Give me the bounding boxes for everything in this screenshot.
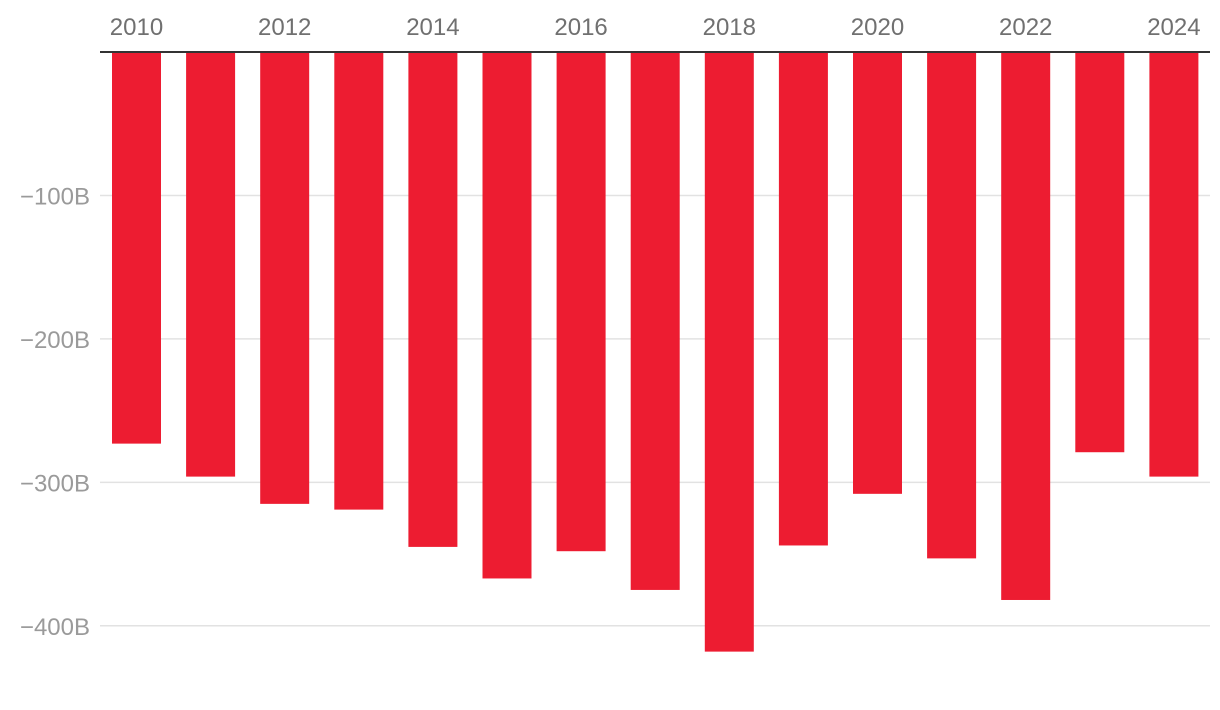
bar-2022: [1001, 52, 1051, 600]
x-tick-label: 2022: [999, 14, 1052, 41]
y-tick-label: −300B: [20, 470, 90, 497]
bar-2021: [927, 52, 977, 559]
bar-2017: [630, 52, 680, 590]
x-tick-label: 2018: [703, 14, 756, 41]
bar-2016: [556, 52, 606, 552]
bar-2015: [482, 52, 532, 579]
bar-2014: [408, 52, 458, 547]
x-tick-label: 2010: [110, 14, 163, 41]
bar-2023: [1075, 52, 1125, 453]
labels-layer: −100B −200B −300B −400B 2010 2012 2014 2016 2018…: [20, 14, 1201, 641]
bar-2020: [853, 52, 902, 494]
bars-layer: [112, 52, 1199, 652]
x-tick-label: 2014: [406, 14, 459, 41]
bar-2010: [112, 52, 161, 444]
y-tick-label: −400B: [20, 614, 90, 641]
x-tick-label: 2024: [1147, 14, 1200, 41]
x-tick-label: 2012: [258, 14, 311, 41]
bar-2013: [334, 52, 384, 510]
bar-2018: [704, 52, 754, 652]
bar-2012: [260, 52, 310, 504]
y-tick-label: −200B: [20, 327, 90, 354]
bar-2011: [186, 52, 236, 477]
x-tick-label: 2020: [851, 14, 904, 41]
bar-2024: [1149, 52, 1199, 477]
y-tick-label: −100B: [20, 183, 90, 210]
bar-2019: [778, 52, 828, 546]
x-tick-label: 2016: [554, 14, 607, 41]
